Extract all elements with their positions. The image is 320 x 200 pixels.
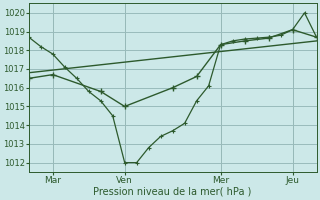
X-axis label: Pression niveau de la mer( hPa ): Pression niveau de la mer( hPa ) bbox=[93, 187, 252, 197]
